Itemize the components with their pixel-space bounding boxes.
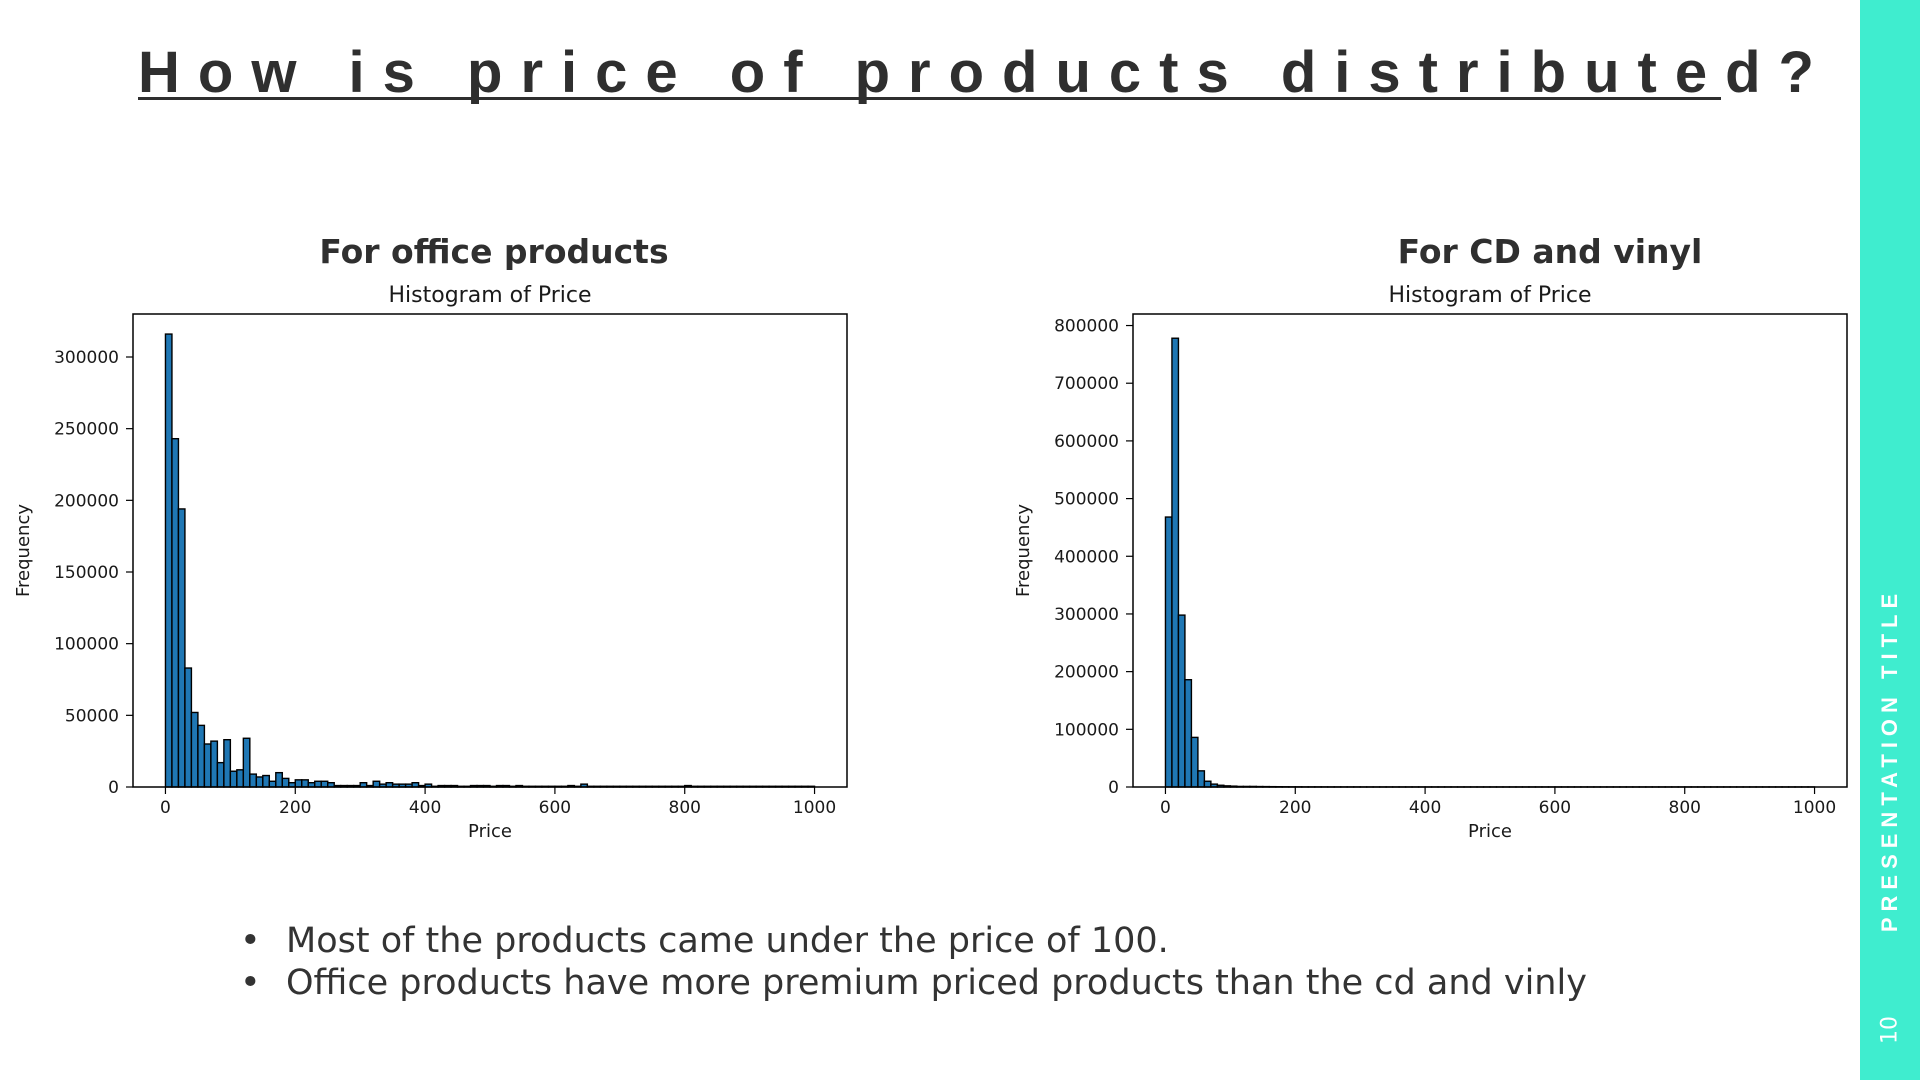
y-tick-label: 200000 [54,491,119,511]
y-axis-label: Frequency [1013,504,1034,597]
y-tick-label: 50000 [65,706,119,726]
chart-heading-cd-vinyl: For CD and vinyl [1397,232,1703,271]
x-tick-label: 1000 [1793,798,1836,818]
histogram-bar [190,711,199,788]
histogram-cd-vinyl: 0 200 400 600 800 1000 0 100000 200000 300000 4000… [1013,283,1848,842]
y-tick-label: 100000 [1054,720,1119,740]
histogram-bar [1197,770,1206,788]
histogram-bar [1177,614,1186,788]
y-tick-label: 500000 [1054,490,1119,510]
x-tick-label: 0 [160,798,171,818]
histogram-bar [1171,337,1180,788]
histogram-bar [314,780,322,788]
histogram-bar [1184,679,1193,788]
x-tick-label: 400 [409,798,441,818]
histogram-bar [229,770,238,788]
histogram-bar [223,739,232,788]
y-axis-label: Frequency [13,504,34,597]
histogram-bar [1164,516,1173,788]
chart-title: Histogram of Price [1389,283,1592,308]
x-tick-label: 400 [1409,798,1441,818]
bullet-item: Office products have more premium priced… [240,962,1587,1004]
y-tick-label: 600000 [1054,432,1119,452]
y-tick-label: 100000 [54,635,119,655]
histogram-office-products: 0 200 400 600 800 1000 0 50000 100000 150000 20000… [13,283,848,842]
y-tick-label: 0 [1108,778,1119,798]
y-tick-label: 300000 [1054,605,1119,625]
y-tick-label: 300000 [54,348,119,368]
histogram-bar [210,740,219,788]
histogram-bar [320,780,329,788]
histogram-bar [184,667,193,788]
histogram-bar [255,776,264,788]
x-tick-label: 800 [669,798,701,818]
chart-heading-office: For office products [319,232,669,271]
y-tick-label: 400000 [1054,547,1119,567]
histogram-bar [197,724,206,788]
histogram-bar [236,769,245,788]
title-underline [138,97,1721,100]
y-tick-label: 250000 [54,420,119,440]
histogram-bar [372,780,381,788]
y-tick-label: 800000 [1054,317,1119,337]
histogram-bar [294,779,303,788]
x-tick-label: 0 [1160,798,1171,818]
y-tick-label: 200000 [1054,663,1119,683]
histogram-bar [177,508,186,788]
x-tick-label: 200 [1279,798,1311,818]
histogram-bar [164,333,173,788]
sidebar-presentation-title: PRESENTATION TITLE [1877,587,1902,933]
slide-title: How is price of products distributed? [138,40,1832,105]
histogram-bar [1190,736,1199,788]
y-tick-label: 700000 [1054,374,1119,394]
bullet-list: Most of the products came under the pric… [240,920,1587,1004]
histogram-bar [275,771,283,788]
histogram-bar [268,780,277,788]
histogram-bar [203,743,212,788]
x-axis-label: Price [1468,821,1512,842]
histogram-bar [171,437,180,788]
x-tick-label: 600 [539,798,571,818]
histogram-bar [281,777,290,788]
y-tick-label: 150000 [54,563,119,583]
x-axis-label: Price [468,821,512,842]
chart-title: Histogram of Price [389,283,592,308]
y-tick-label: 0 [108,778,119,798]
histogram-bar [249,773,258,788]
histogram-bar [1203,780,1212,788]
histogram-bar [216,761,225,788]
plot-frame [1132,313,1848,788]
page-number: 10 [1877,1016,1903,1044]
x-tick-label: 600 [1539,798,1571,818]
histogram-bar [262,774,271,788]
x-tick-label: 1000 [793,798,836,818]
sidebar-accent: PRESENTATION TITLE 10 [1860,0,1920,1080]
histogram-bar [242,737,251,788]
plot-frame [132,313,848,788]
bullet-item: Most of the products came under the pric… [240,920,1587,962]
x-tick-label: 200 [279,798,311,818]
x-tick-label: 800 [1669,798,1701,818]
histogram-bar [301,779,309,788]
